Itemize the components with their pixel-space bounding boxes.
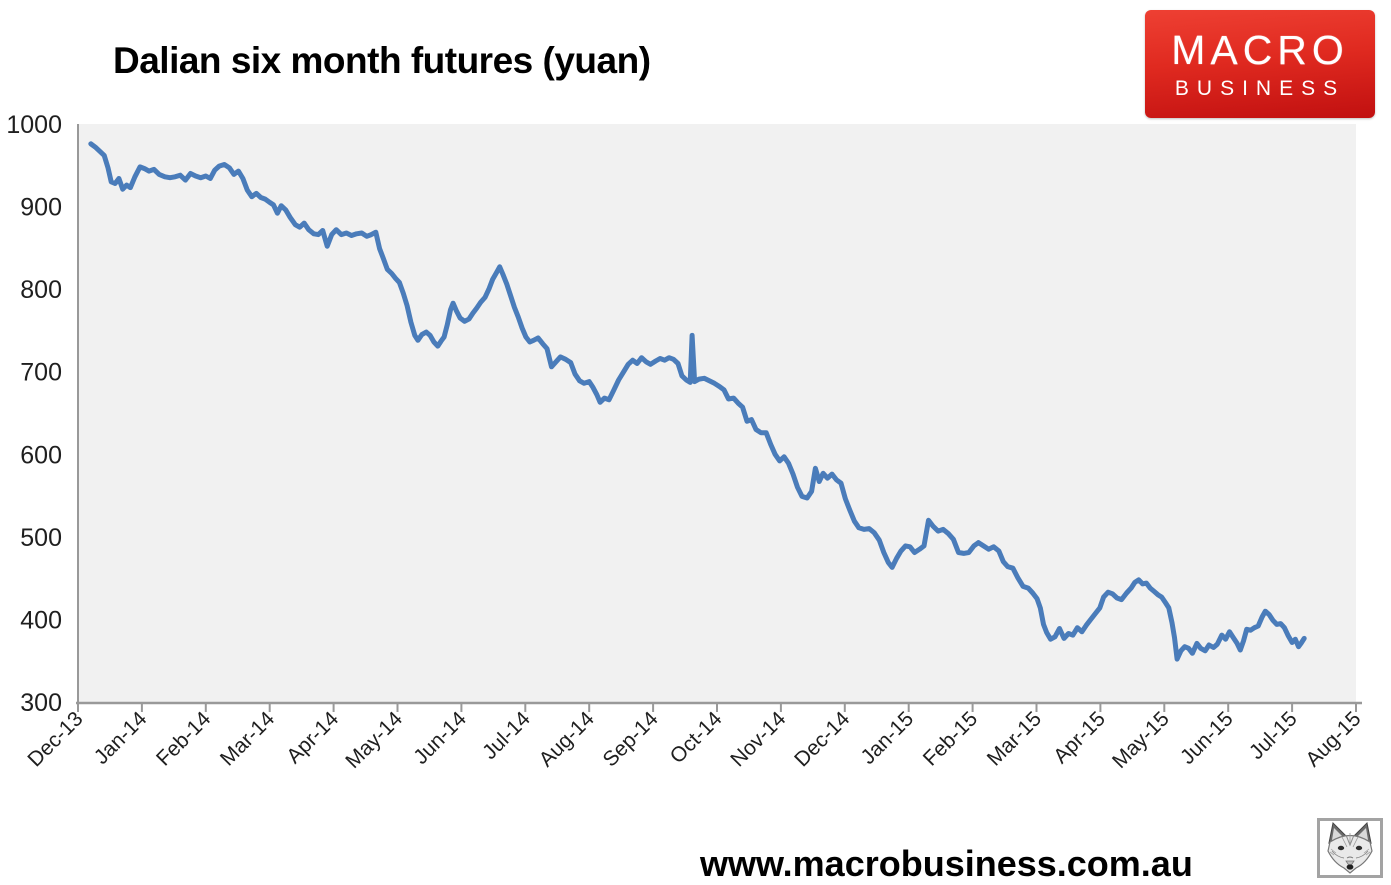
svg-text:Mar-14: Mar-14 [216, 707, 280, 771]
svg-text:Aug-14: Aug-14 [535, 707, 599, 771]
page-title: Dalian six month futures (yuan) [113, 40, 651, 81]
svg-text:Jun-15: Jun-15 [1176, 707, 1238, 769]
website-url: www.macrobusiness.com.au [700, 843, 1193, 884]
fox-sketch-icon [1327, 821, 1373, 874]
macrobusiness-logo: MACRO BUSINESS [1145, 10, 1375, 118]
svg-text:Mar-15: Mar-15 [983, 707, 1046, 770]
svg-text:800: 800 [20, 276, 62, 304]
svg-text:400: 400 [20, 606, 62, 634]
logo-text-business: BUSINESS [1174, 76, 1346, 100]
svg-text:900: 900 [20, 194, 62, 222]
svg-text:Nov-14: Nov-14 [726, 707, 790, 771]
svg-text:300: 300 [20, 689, 62, 717]
svg-text:Dec-14: Dec-14 [790, 707, 854, 771]
svg-text:600: 600 [20, 441, 62, 469]
futures-line-chart: 1000 900 800 700 600 500 400 300 Dec-13 Jan-14 Feb… [6, 111, 1365, 773]
svg-text:Feb-15: Feb-15 [919, 707, 982, 770]
svg-text:Aug-15: Aug-15 [1301, 707, 1365, 771]
svg-text:Jul-14: Jul-14 [478, 707, 535, 764]
svg-text:500: 500 [20, 524, 62, 552]
svg-text:May-15: May-15 [1108, 707, 1174, 773]
svg-text:Jan-15: Jan-15 [857, 707, 919, 769]
svg-text:Apr-14: Apr-14 [282, 707, 343, 768]
svg-text:Jun-14: Jun-14 [409, 707, 471, 769]
svg-text:Jan-14: Jan-14 [90, 707, 152, 769]
svg-text:May-14: May-14 [341, 707, 407, 773]
svg-text:Sep-14: Sep-14 [598, 707, 662, 771]
fox-logo-image [1317, 818, 1383, 878]
svg-text:Feb-14: Feb-14 [152, 707, 216, 771]
svg-text:Oct-14: Oct-14 [666, 707, 727, 768]
svg-text:700: 700 [20, 359, 62, 387]
svg-text:Jul-15: Jul-15 [1245, 707, 1302, 764]
logo-text-macro: MACRO [1171, 26, 1349, 73]
svg-text:1000: 1000 [6, 111, 62, 139]
svg-text:Apr-15: Apr-15 [1049, 707, 1110, 768]
